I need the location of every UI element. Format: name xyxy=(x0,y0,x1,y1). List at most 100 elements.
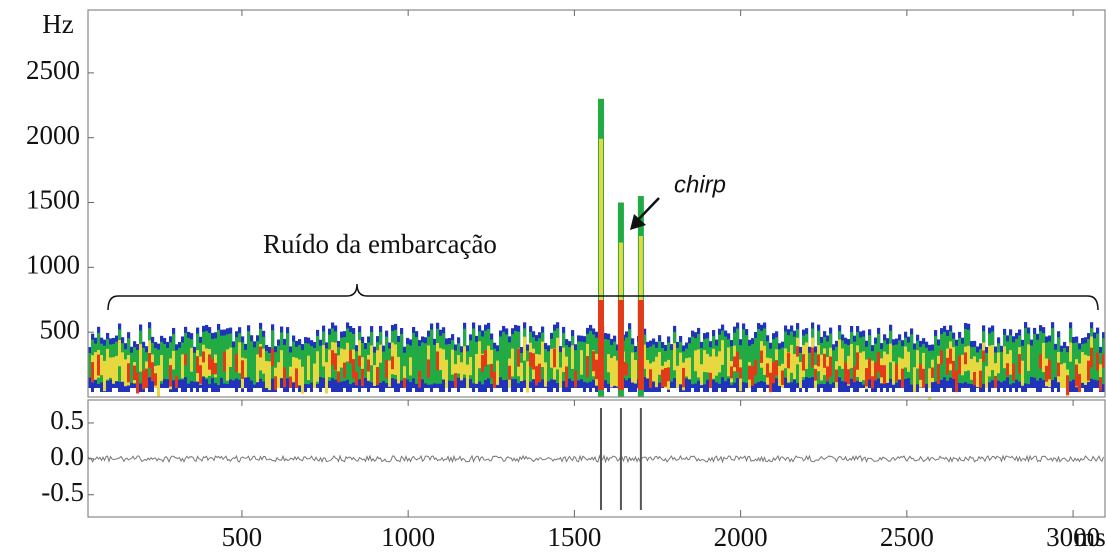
noise xyxy=(1084,354,1088,385)
gap xyxy=(670,388,674,397)
gap xyxy=(364,388,368,397)
noise xyxy=(295,368,299,390)
noise xyxy=(274,376,278,391)
noise xyxy=(505,334,509,380)
noise xyxy=(1015,338,1019,380)
noise xyxy=(277,362,281,390)
chirp xyxy=(637,300,644,390)
noise xyxy=(490,349,494,374)
noise xyxy=(109,357,113,378)
gap xyxy=(766,388,770,397)
gap xyxy=(307,388,311,397)
noise xyxy=(574,350,578,379)
noise xyxy=(271,348,275,367)
noise xyxy=(475,353,479,384)
gap xyxy=(919,388,923,397)
noise xyxy=(133,365,137,381)
noise xyxy=(925,347,929,384)
gap xyxy=(133,388,137,397)
noise xyxy=(892,361,896,385)
gap xyxy=(160,388,164,397)
noise xyxy=(445,359,449,390)
noise xyxy=(136,372,140,394)
noise xyxy=(550,348,554,368)
noise xyxy=(1012,342,1016,384)
noise xyxy=(1003,346,1007,369)
noise xyxy=(661,369,665,388)
gap xyxy=(787,388,791,397)
noise xyxy=(1006,363,1010,377)
noise xyxy=(1048,359,1052,380)
noise xyxy=(1012,363,1016,381)
noise xyxy=(481,354,485,373)
noise xyxy=(91,362,95,382)
noise xyxy=(376,350,380,382)
noise xyxy=(712,348,716,379)
noise xyxy=(784,348,788,369)
noise xyxy=(439,348,443,371)
noise xyxy=(745,335,749,383)
noise xyxy=(610,358,614,388)
noise xyxy=(349,350,353,364)
noise xyxy=(244,358,248,378)
noise xyxy=(964,352,968,365)
noise xyxy=(337,371,341,383)
gap xyxy=(436,388,440,397)
noise xyxy=(955,345,959,382)
gap xyxy=(1054,388,1058,397)
noise xyxy=(136,350,140,382)
noise xyxy=(868,358,872,380)
x-tick-label: 3000 xyxy=(1046,522,1100,552)
noise xyxy=(352,359,356,379)
gap xyxy=(985,388,989,397)
gap xyxy=(166,388,170,397)
noise xyxy=(1054,349,1058,378)
noise xyxy=(613,356,617,386)
noise xyxy=(262,348,266,374)
gap xyxy=(208,388,212,397)
noise xyxy=(412,332,416,379)
noise xyxy=(571,345,575,369)
gap xyxy=(781,388,785,397)
noise xyxy=(232,347,236,381)
gap xyxy=(199,388,203,397)
noise xyxy=(655,356,659,388)
y-tick-label: 1500 xyxy=(26,185,80,215)
noise xyxy=(259,346,263,358)
noise xyxy=(118,340,122,367)
noise xyxy=(583,342,587,382)
gap xyxy=(946,388,950,397)
gap xyxy=(1027,388,1031,397)
noise xyxy=(694,350,698,372)
gap xyxy=(403,388,407,397)
noise xyxy=(850,343,854,368)
gap xyxy=(385,388,389,397)
noise xyxy=(955,370,959,393)
noise xyxy=(175,350,179,385)
noise xyxy=(907,351,911,372)
noise xyxy=(814,368,818,381)
noise xyxy=(361,357,365,378)
y-axis-label: Hz xyxy=(42,9,73,39)
gap xyxy=(94,388,98,397)
noise xyxy=(124,359,128,387)
noise xyxy=(427,359,431,378)
gap xyxy=(1048,388,1052,397)
noise xyxy=(376,367,380,386)
noise xyxy=(406,343,410,380)
noise xyxy=(1042,342,1046,373)
x-tick-label: 2000 xyxy=(714,522,768,552)
gap xyxy=(313,388,317,397)
noise xyxy=(931,367,935,378)
noise xyxy=(742,329,746,383)
gap xyxy=(376,388,380,397)
gap xyxy=(733,388,737,397)
gap xyxy=(991,388,995,397)
gap xyxy=(544,388,548,397)
noise xyxy=(238,342,242,374)
noise xyxy=(403,377,407,389)
noise xyxy=(121,352,125,382)
noise xyxy=(1027,344,1031,371)
gap xyxy=(1081,388,1085,397)
noise xyxy=(817,354,821,367)
